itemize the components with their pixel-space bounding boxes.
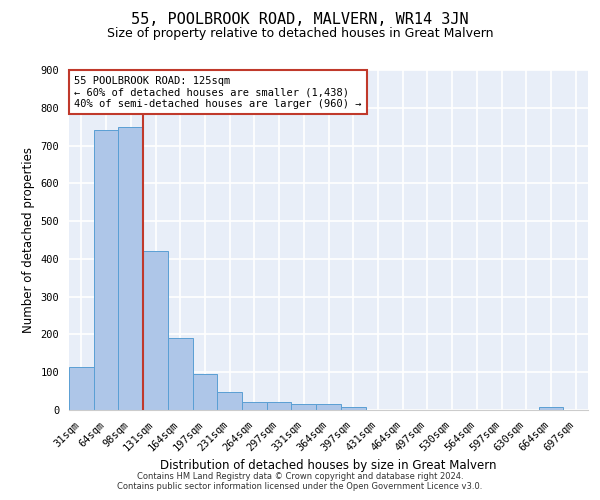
Bar [118,128,143,410]
Text: Contains public sector information licensed under the Open Government Licence v3: Contains public sector information licen… [118,482,482,491]
Bar [316,404,341,410]
X-axis label: Distribution of detached houses by size in Great Malvern: Distribution of detached houses by size … [160,459,497,472]
Bar [242,402,267,410]
Text: 55 POOLBROOK ROAD: 125sqm
← 60% of detached houses are smaller (1,438)
40% of se: 55 POOLBROOK ROAD: 125sqm ← 60% of detac… [74,76,361,109]
Bar [94,130,118,410]
Bar [69,368,94,410]
Text: 55, POOLBROOK ROAD, MALVERN, WR14 3JN: 55, POOLBROOK ROAD, MALVERN, WR14 3JN [131,12,469,28]
Bar [539,407,563,410]
Text: Size of property relative to detached houses in Great Malvern: Size of property relative to detached ho… [107,28,493,40]
Bar [267,402,292,410]
Bar [193,374,217,410]
Bar [168,338,193,410]
Bar [341,407,365,410]
Bar [217,392,242,410]
Text: Contains HM Land Registry data © Crown copyright and database right 2024.: Contains HM Land Registry data © Crown c… [137,472,463,481]
Bar [143,252,168,410]
Y-axis label: Number of detached properties: Number of detached properties [22,147,35,333]
Bar [292,404,316,410]
